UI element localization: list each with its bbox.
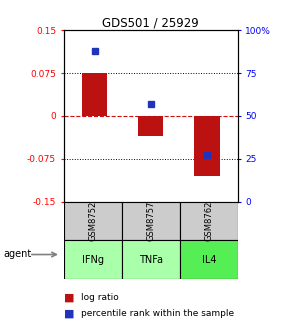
Bar <box>64 202 122 240</box>
Bar <box>138 116 164 136</box>
Bar <box>194 116 220 176</box>
Text: percentile rank within the sample: percentile rank within the sample <box>81 309 234 318</box>
Bar <box>82 73 107 116</box>
Text: GSM8762: GSM8762 <box>204 201 213 241</box>
Text: ■: ■ <box>64 308 74 318</box>
Bar <box>180 240 238 279</box>
Bar <box>180 202 238 240</box>
Title: GDS501 / 25929: GDS501 / 25929 <box>102 16 199 29</box>
Text: TNFa: TNFa <box>139 255 163 264</box>
Bar <box>122 240 180 279</box>
Text: ■: ■ <box>64 292 74 302</box>
Text: IL4: IL4 <box>202 255 216 264</box>
Text: GSM8752: GSM8752 <box>88 201 97 241</box>
Text: log ratio: log ratio <box>81 293 119 302</box>
Text: GSM8757: GSM8757 <box>146 201 155 241</box>
Text: agent: agent <box>3 249 31 259</box>
Text: IFNg: IFNg <box>82 255 104 264</box>
Bar <box>122 202 180 240</box>
Bar <box>64 240 122 279</box>
